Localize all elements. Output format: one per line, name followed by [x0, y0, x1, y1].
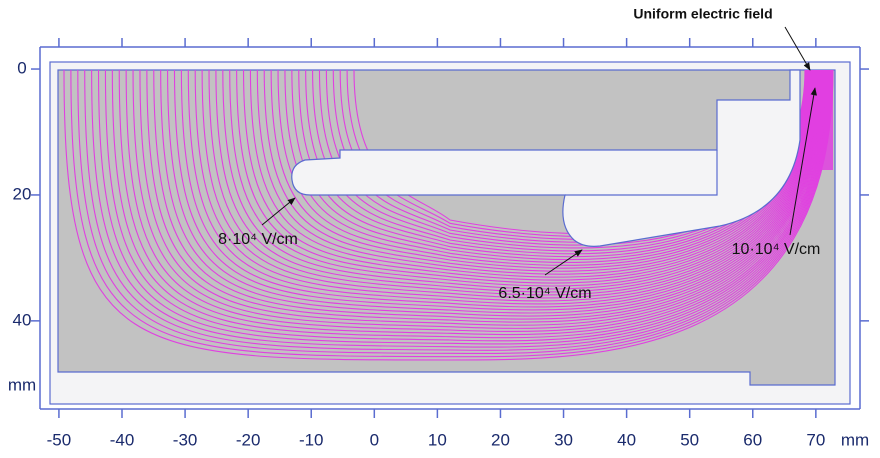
field-line [256, 70, 815, 275]
field-line [242, 70, 817, 281]
field-line [187, 70, 822, 305]
field-line [146, 70, 826, 323]
field-line [160, 70, 825, 317]
x-tick-label: 50 [680, 430, 699, 449]
field-line [215, 70, 819, 293]
x-tick-label: -30 [173, 430, 198, 449]
field-line [208, 70, 820, 296]
x-axis-label: mm [841, 430, 869, 449]
field-line [201, 70, 821, 299]
field-line [194, 70, 821, 302]
arrow [784, 26, 811, 71]
x-tick-label: 20 [491, 430, 510, 449]
field-line [229, 70, 818, 287]
field-line [222, 70, 819, 290]
y-axis-label: mm [8, 375, 36, 394]
x-tick-label: -40 [110, 430, 135, 449]
field-line [125, 70, 828, 332]
x-tick-label: -20 [236, 430, 261, 449]
field-line [167, 70, 824, 314]
field-line [139, 70, 827, 326]
annotation: 8·10⁴ V/cm [218, 231, 298, 248]
x-tick-label: 30 [554, 430, 573, 449]
field-line [97, 70, 831, 345]
field-line [70, 70, 833, 358]
annotation: Uniform electric field [633, 6, 772, 22]
field-line [84, 70, 832, 351]
y-tick-label: 40 [13, 310, 32, 329]
field-line [63, 70, 834, 361]
y-tick-label: 0 [17, 59, 26, 78]
x-tick-label: 70 [806, 430, 825, 449]
field-line [77, 70, 833, 355]
arrow [789, 87, 817, 236]
field-line [173, 70, 823, 311]
x-tick-label: 60 [743, 430, 762, 449]
x-tick-label: 40 [617, 430, 636, 449]
arrow [544, 249, 583, 276]
x-tick-label: -10 [299, 430, 324, 449]
field-line [249, 70, 816, 278]
electrode-cavity [291, 69, 801, 247]
arrow [261, 197, 296, 226]
y-tick-label: 20 [13, 184, 32, 203]
field-line [153, 70, 825, 320]
annotation: 6.5·10⁴ V/cm [498, 285, 591, 302]
field-line [236, 70, 817, 284]
field-line [91, 70, 831, 348]
x-tick-label: -50 [47, 430, 72, 449]
x-tick-label: 10 [428, 430, 447, 449]
field-line [118, 70, 829, 336]
annotation: 10·10⁴ V/cm [732, 241, 821, 258]
field-line [104, 70, 830, 342]
field-line [111, 70, 829, 339]
electrode-edge [565, 150, 718, 196]
x-tick-label: 0 [370, 430, 379, 449]
field-line [132, 70, 827, 329]
axes [31, 38, 869, 418]
field-line [180, 70, 823, 308]
